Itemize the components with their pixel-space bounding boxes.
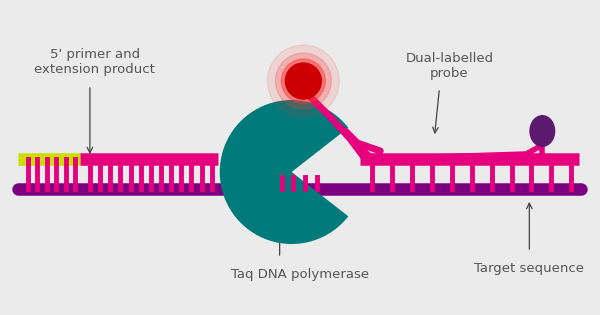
Text: 5' primer and
extension product: 5' primer and extension product [34,48,155,76]
Circle shape [275,53,331,109]
Text: Target sequence: Target sequence [475,262,584,275]
Circle shape [286,63,322,99]
Text: Dual-labelled
probe: Dual-labelled probe [406,52,493,80]
Circle shape [281,59,325,103]
Wedge shape [220,100,349,244]
Text: Taq DNA polymerase: Taq DNA polymerase [230,268,368,281]
Circle shape [268,45,340,117]
Ellipse shape [529,115,556,147]
